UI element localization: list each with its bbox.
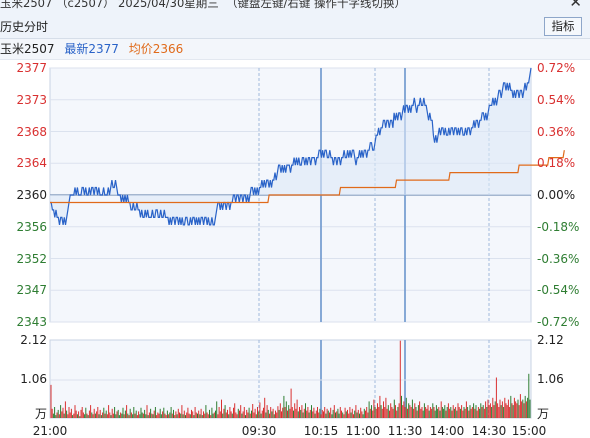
title-hint: （键盘左键/右键 操作十字线切换） (226, 0, 407, 10)
time-tick-label: 15:00 (511, 424, 547, 438)
average-price: 均价2366 (128, 42, 184, 56)
title-symbol: 玉米2507 (0, 0, 53, 10)
window-titlebar: 玉米2507 （c2507） 2025/04/30星期三 （键盘左键/右键 操作… (0, 0, 590, 14)
volume-tick-label: 万 (537, 407, 550, 421)
quote-infobar: 玉米2507 最新2377 均价2366 (0, 39, 590, 60)
time-tick-label: 10:15 (303, 424, 339, 438)
latest-price: 最新2377 (64, 42, 119, 56)
instrument-name: 玉米2507 (0, 42, 55, 56)
price-line (50, 67, 532, 226)
percent-tick-label: -0.18% (537, 219, 580, 234)
close-icon[interactable]: ✕ (569, 0, 582, 11)
history-header: 历史分时 指标 (0, 14, 590, 39)
price-tick-label: 2360 (16, 188, 47, 202)
percent-tick-label: 0.72% (537, 61, 576, 75)
volume-tick-label: 1.06 (20, 372, 47, 386)
price-tick-label: 2364 (16, 156, 47, 171)
history-label: 历史分时 (0, 20, 49, 34)
volume-panel (49, 339, 532, 419)
average-line (50, 150, 565, 204)
price-tick-label: 2352 (16, 251, 47, 266)
price-tick-label: 2356 (16, 219, 47, 234)
price-tick-label: 2368 (16, 124, 47, 139)
percent-tick-label: 0.54% (537, 92, 576, 107)
time-tick-label: 11:00 (345, 424, 381, 438)
volume-tick-label: 2.12 (537, 333, 564, 347)
price-tick-label: 2343 (16, 315, 47, 329)
percent-tick-label: 0.18% (537, 156, 576, 171)
percent-tick-label: -0.54% (537, 283, 580, 298)
percent-tick-label: 0.00% (537, 188, 576, 202)
time-tick-label: 14:00 (429, 424, 465, 438)
volume-tick-label: 1.06 (537, 372, 564, 386)
time-tick-label: 11:30 (387, 424, 423, 438)
percent-tick-label: -0.72% (537, 315, 580, 329)
price-area (50, 68, 531, 225)
index-button[interactable]: 指标 (544, 17, 582, 36)
percent-tick-label: -0.36% (537, 251, 580, 266)
volume-tick-label: 2.12 (20, 333, 47, 347)
volume-tick-label: 万 (34, 407, 47, 421)
percent-tick-label: 0.36% (537, 124, 576, 139)
time-tick-label: 21:00 (32, 424, 68, 438)
time-tick-label: 14:30 (471, 424, 507, 438)
price-tick-label: 2373 (16, 92, 47, 107)
title-code: （c2507） (56, 0, 115, 10)
price-tick-label: 2347 (16, 283, 47, 298)
price-tick-label: 2377 (16, 61, 47, 75)
time-tick-label: 09:30 (241, 424, 277, 438)
title-date: 2025/04/30星期三 (118, 0, 219, 10)
